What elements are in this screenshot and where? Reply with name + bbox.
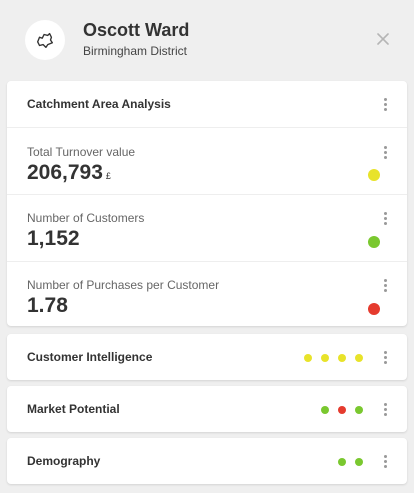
kebab-dot (383, 454, 387, 458)
status-dot (338, 458, 346, 466)
more-options-button[interactable] (378, 142, 392, 162)
status-dot (368, 303, 380, 315)
status-dots (338, 458, 363, 466)
metric-value: 206,793 £ (27, 161, 111, 185)
metric-number: 206,793 (27, 161, 103, 184)
more-options-button[interactable] (378, 399, 392, 419)
metric-unit: £ (105, 171, 111, 181)
kebab-dot (383, 459, 387, 463)
status-dot (355, 458, 363, 466)
close-icon (377, 33, 389, 45)
divider (7, 261, 407, 262)
catchment-card: Catchment Area Analysis Total Turnover v… (7, 81, 407, 326)
metric-number: 1.78 (27, 294, 68, 317)
map-region-icon (36, 32, 54, 49)
status-dot (355, 354, 363, 362)
status-dot (321, 354, 329, 362)
status-dot (338, 406, 346, 414)
kebab-dot (383, 211, 387, 215)
kebab-dot (383, 288, 387, 292)
divider (7, 194, 407, 195)
kebab-dot (383, 216, 387, 220)
kebab-dot (383, 355, 387, 359)
section-demography[interactable]: Demography (7, 438, 407, 484)
kebab-dot (383, 221, 387, 225)
avatar (25, 20, 65, 60)
metric-value: 1.78 (27, 294, 68, 318)
metric-total-turnover: Total Turnover value 206,793 £ (7, 128, 407, 194)
card-title: Demography (27, 454, 101, 468)
status-dot (321, 406, 329, 414)
metric-purchases-per-customer: Number of Purchases per Customer 1.78 (7, 261, 407, 327)
more-options-button[interactable] (378, 275, 392, 295)
kebab-dot (383, 407, 387, 411)
kebab-dot (383, 412, 387, 416)
kebab-dot (383, 150, 387, 154)
card-header: Market Potential (7, 386, 407, 432)
kebab-dot (383, 155, 387, 159)
page-subtitle: Birmingham District (83, 44, 188, 58)
kebab-dot (383, 97, 387, 101)
divider (7, 127, 407, 128)
page-title: Oscott Ward (83, 20, 190, 40)
kebab-dot (383, 464, 387, 468)
panel-header: Oscott Ward Birmingham District (0, 0, 414, 80)
more-options-button[interactable] (378, 451, 392, 471)
card-title: Customer Intelligence (27, 350, 153, 364)
status-dot (355, 406, 363, 414)
metric-label: Total Turnover value (27, 145, 136, 159)
metric-value: 1,152 (27, 227, 80, 251)
metric-label: Number of Customers (27, 211, 145, 225)
card-title: Catchment Area Analysis (27, 97, 171, 111)
card-header: Demography (7, 438, 407, 484)
status-dot (368, 236, 380, 248)
kebab-dot (383, 102, 387, 106)
kebab-dot (383, 350, 387, 354)
more-options-button[interactable] (378, 347, 392, 367)
status-dot (338, 354, 346, 362)
status-dots (304, 354, 363, 362)
section-customer-intelligence[interactable]: Customer Intelligence (7, 334, 407, 380)
kebab-dot (383, 360, 387, 364)
metric-number-of-customers: Number of Customers 1,152 (7, 194, 407, 260)
close-button[interactable] (374, 30, 392, 48)
kebab-dot (383, 402, 387, 406)
card-header: Catchment Area Analysis (7, 81, 407, 127)
more-options-button[interactable] (378, 208, 392, 228)
kebab-dot (383, 283, 387, 287)
more-options-button[interactable] (378, 94, 392, 114)
kebab-dot (383, 107, 387, 111)
metric-number: 1,152 (27, 227, 80, 250)
status-dots (321, 406, 363, 414)
metric-label: Number of Purchases per Customer (27, 278, 220, 292)
card-title: Market Potential (27, 402, 120, 416)
kebab-dot (383, 145, 387, 149)
card-header: Customer Intelligence (7, 334, 407, 380)
kebab-dot (383, 278, 387, 282)
section-market-potential[interactable]: Market Potential (7, 386, 407, 432)
status-dot (368, 169, 380, 181)
status-dot (304, 354, 312, 362)
